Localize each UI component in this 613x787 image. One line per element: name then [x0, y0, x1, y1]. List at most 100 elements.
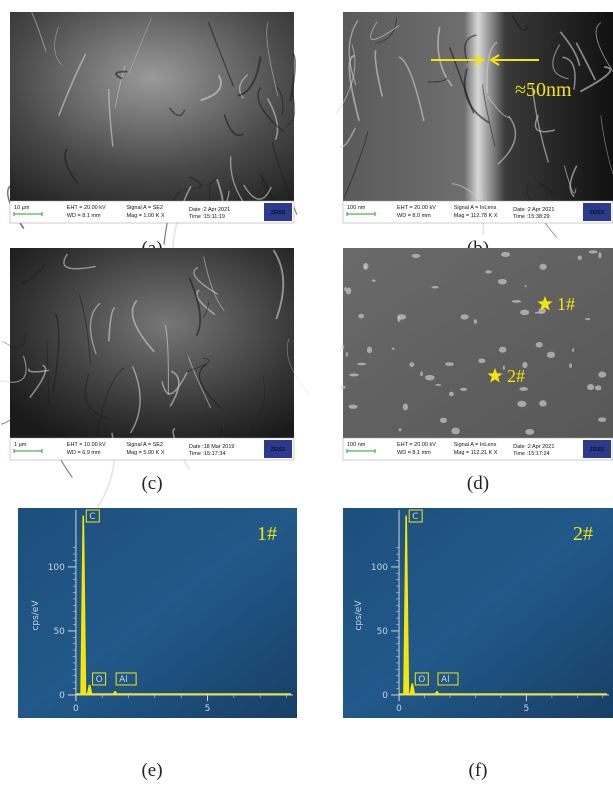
texture [107, 307, 116, 342]
peak-label: Al [119, 675, 128, 685]
panel-label: (d) [467, 473, 489, 494]
scale-bar-label: 100 nm [347, 205, 366, 211]
texture [200, 74, 222, 102]
texture [21, 264, 46, 284]
logo-box [264, 203, 292, 221]
texture [129, 366, 141, 434]
texture [188, 277, 202, 336]
particle [585, 318, 591, 321]
sem-image [10, 248, 294, 438]
spectrum-peak [80, 515, 87, 695]
spectrum-tag: 1# [257, 523, 277, 545]
particle [366, 346, 373, 354]
texture [238, 74, 249, 99]
spectrum-tag: 2# [573, 523, 593, 545]
sem-panel: 100 nm EHT = 20.00 kV WD = 8.1 mm Signal A … [340, 248, 613, 461]
signal: Signal A = InLens [454, 442, 497, 448]
date: Date :2 Apr 2021 [189, 207, 230, 213]
spectrum-peak [403, 515, 410, 695]
logo-box [583, 440, 611, 458]
eht: EHT = 10.00 kV [67, 442, 106, 448]
spectrum-peak [86, 684, 93, 695]
texture [497, 115, 517, 165]
logo-box [264, 440, 292, 458]
particle [517, 400, 527, 408]
particle [588, 250, 598, 254]
particle [435, 383, 442, 386]
texture [207, 21, 235, 88]
particle [500, 251, 511, 258]
texture [169, 370, 180, 407]
sem-panel: 10 µm EHT = 20.00 kV WD = 8.1 mm Signal A =… [6, 12, 298, 264]
time: Time :15:11:19 [189, 214, 225, 220]
wd: WD = 8.0 mm [397, 213, 431, 219]
particle [539, 400, 547, 407]
arrow [489, 54, 539, 66]
texture [451, 183, 482, 201]
texture [538, 182, 554, 197]
texture [579, 66, 612, 93]
texture [272, 249, 285, 320]
particle [535, 341, 543, 348]
scale-bar [346, 449, 376, 453]
date: Date :2 Apr 2021 [513, 207, 554, 213]
texture [164, 324, 169, 396]
texture [427, 77, 449, 83]
texture [276, 86, 284, 116]
arrow [431, 54, 485, 66]
particle [349, 373, 359, 377]
particle [525, 428, 535, 435]
texture [243, 184, 272, 200]
texture [196, 289, 216, 316]
sem-image [343, 12, 613, 201]
y-axis-label: cps/eV [354, 600, 364, 631]
texture [374, 17, 397, 44]
texture [64, 148, 78, 184]
texture [569, 165, 578, 198]
y-tick-label: 100 [48, 563, 65, 573]
particle [569, 363, 573, 368]
particle [598, 252, 602, 259]
particle [411, 253, 421, 258]
peak-label: C [412, 512, 418, 522]
texture [52, 313, 60, 393]
scale-bar [346, 212, 376, 216]
particle [598, 371, 607, 378]
texture [237, 56, 262, 97]
texture [562, 56, 576, 90]
particle [345, 287, 352, 295]
texture [46, 338, 50, 405]
texture [563, 165, 577, 194]
scale-bar-label: 10 µm [14, 205, 30, 211]
texture [336, 44, 356, 114]
mag: Mag = 112.78 K X [454, 213, 498, 219]
x-tick-label: 0 [396, 704, 402, 714]
logo: ZEISS [271, 447, 286, 453]
particle [398, 428, 402, 432]
peak-label: Al [441, 675, 450, 685]
texture [223, 114, 244, 136]
sem-panel: 100 nm EHT = 20.00 kV WD = 8.0 mm Signal A … [336, 12, 613, 238]
texture [108, 88, 114, 147]
peak-label-box [414, 672, 429, 686]
texture [511, 14, 529, 31]
particle [511, 299, 522, 303]
texture [482, 84, 496, 147]
particle [357, 362, 367, 366]
texture [31, 12, 47, 52]
peak-label: C [89, 512, 95, 522]
eds-background [18, 508, 297, 718]
sem-panel: 1 µm EHT = 10.00 kV WD = 6.9 mm Signal A = … [0, 248, 310, 511]
texture [531, 85, 550, 163]
logo: ZEISS [271, 210, 286, 216]
info-bar [9, 200, 295, 224]
texture [114, 65, 126, 109]
texture [595, 22, 613, 73]
panel-label: (c) [141, 473, 162, 494]
mag: Mag = 112.21 K X [454, 450, 498, 456]
eht: EHT = 20.00 kV [397, 442, 436, 448]
texture [266, 22, 279, 97]
time: Time :15:38:29 [513, 214, 549, 220]
texture [348, 54, 361, 121]
